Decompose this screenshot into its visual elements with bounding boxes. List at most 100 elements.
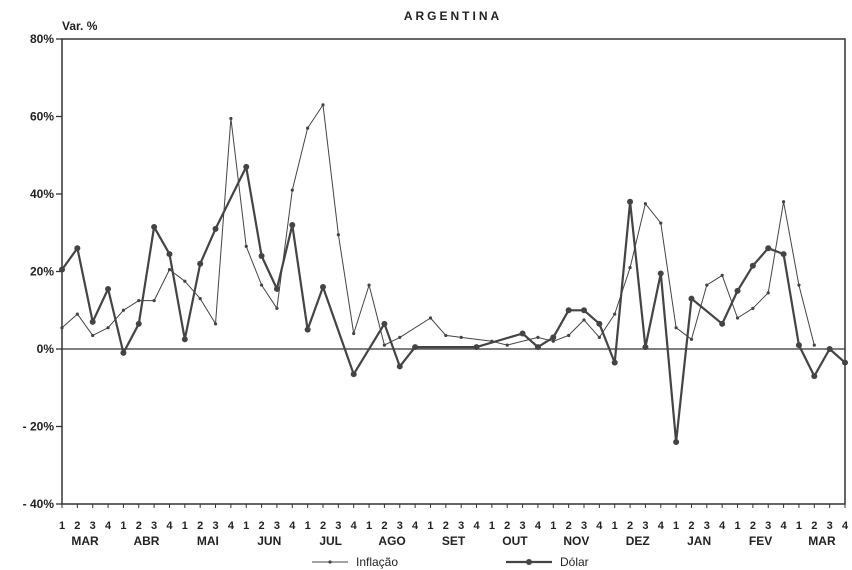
week-tick-label: 3	[458, 520, 464, 532]
month-label: DEZ	[626, 534, 650, 548]
series-inflacao-point	[290, 188, 294, 192]
week-tick-label: 3	[827, 520, 833, 532]
series-dolar-point	[273, 285, 280, 292]
plot-frame	[61, 38, 846, 505]
series-inflacao-point	[152, 298, 156, 303]
series-dolar-point	[811, 373, 818, 380]
week-tick-label: 1	[734, 520, 740, 532]
week-tick-label: 2	[259, 520, 265, 532]
week-tick-label: 3	[765, 520, 771, 532]
series-dolar-point	[534, 344, 541, 351]
series-inflacao-point	[689, 337, 694, 341]
y-tick-label: 60%	[30, 110, 54, 124]
series-dolar-point	[289, 222, 296, 228]
week-tick-label: 2	[504, 520, 510, 532]
legend-item-inflacao: Inflação	[312, 555, 398, 569]
week-tick-label: 3	[335, 520, 341, 532]
series-inflacao-point	[167, 267, 172, 272]
week-tick-label: 2	[688, 520, 694, 532]
series-inflacao-point	[659, 221, 663, 225]
series-inflacao-point	[60, 326, 64, 330]
series-inflacao-point	[551, 339, 555, 343]
series-inflacao-point	[735, 316, 740, 320]
series-dolar-point	[642, 344, 649, 351]
series-dolar-point	[688, 295, 695, 302]
series-inflacao-point	[812, 343, 816, 347]
month-label: MAR	[71, 534, 99, 548]
week-tick-label: 3	[704, 520, 710, 532]
y-tick-label: 80%	[30, 32, 54, 46]
series-inflacao-point	[259, 283, 264, 287]
y-tick-label: 40%	[30, 187, 54, 201]
series-dolar-point	[166, 251, 173, 258]
series-dolar-point	[135, 320, 142, 327]
week-tick-label: 4	[535, 520, 542, 532]
legend-item-dolar: Dólar	[506, 555, 589, 569]
series-inflacao-point	[444, 333, 448, 338]
week-tick-label: 3	[274, 520, 280, 532]
week-tick-label: 3	[151, 520, 157, 532]
series-dolar-point	[657, 270, 664, 277]
week-tick-label: 4	[228, 520, 235, 532]
series-inflacao-point	[536, 335, 540, 339]
series-dolar-point	[780, 251, 787, 258]
month-label: MAI	[197, 534, 219, 548]
week-tick-label: 4	[351, 520, 358, 532]
week-tick-label: 4	[658, 520, 665, 532]
week-tick-label: 2	[811, 520, 817, 532]
series-dolar-point	[719, 320, 726, 327]
series-dolar-point	[550, 334, 557, 341]
week-tick-label: 1	[427, 520, 433, 532]
series-inflacao-point	[229, 116, 233, 121]
series-dolar-point	[120, 349, 127, 356]
series-inflacao-point	[121, 308, 126, 312]
series-inflacao-point	[505, 343, 509, 347]
series-dolar-point	[565, 307, 572, 314]
series-inflacao-point	[137, 298, 141, 303]
series-dolar-point	[258, 253, 265, 259]
month-label: OUT	[502, 534, 528, 548]
series-dolar-point	[749, 262, 756, 269]
series-dolar-point	[396, 363, 403, 370]
series-inflacao-point	[597, 335, 601, 339]
week-tick-label: 4	[719, 520, 726, 532]
week-tick-label: 2	[627, 520, 633, 532]
series-dolar-point	[412, 344, 419, 351]
series-inflacao-point	[75, 312, 79, 316]
series-dolar	[59, 163, 848, 445]
series-dolar-point	[826, 346, 833, 352]
week-tick-label: 4	[105, 520, 112, 532]
week-tick-label: 1	[120, 520, 126, 532]
week-tick-label: 1	[59, 520, 65, 532]
y-tick-label: - 20%	[23, 420, 55, 434]
week-tick-label: 2	[750, 520, 756, 532]
week-tick-label: 2	[443, 520, 449, 532]
series-inflacao-point	[674, 326, 678, 330]
week-tick-label: 1	[489, 520, 495, 532]
series-dolar-point	[350, 371, 357, 378]
month-label: FEV	[749, 534, 772, 548]
month-label: JUL	[319, 534, 342, 548]
week-tick-label: 4	[842, 520, 849, 532]
week-tick-label: 2	[136, 520, 142, 532]
series-inflacao-point	[705, 283, 709, 287]
series-inflacao-point	[244, 244, 248, 248]
series-inflacao-point	[91, 333, 95, 338]
series-dolar-point	[105, 285, 112, 292]
series-dolar-point	[89, 318, 96, 325]
series-dolar-point	[74, 245, 81, 252]
series-dolar-point	[381, 320, 388, 327]
week-tick-label: 3	[397, 520, 403, 532]
chart-title: ARGENTINA	[404, 9, 502, 23]
week-tick-label: 4	[596, 520, 603, 532]
week-tick-label: 2	[197, 520, 203, 532]
week-tick-label: 1	[796, 520, 802, 532]
week-tick-label: 1	[550, 520, 556, 532]
series-dolar-point	[243, 163, 250, 170]
series-inflacao	[60, 103, 816, 347]
week-tick-label: 1	[612, 520, 618, 532]
series-inflacao-point	[428, 316, 433, 320]
series-dolar-point	[795, 342, 802, 349]
month-label: AGO	[378, 534, 405, 548]
